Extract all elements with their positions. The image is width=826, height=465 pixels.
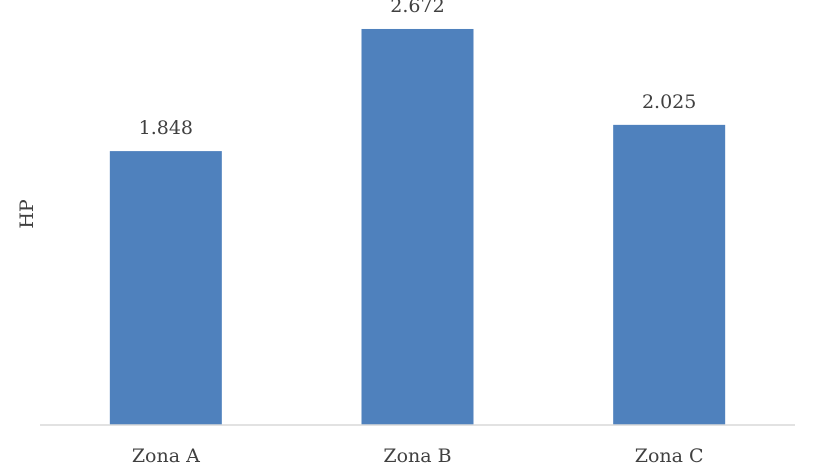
bar-zona-a — [109, 151, 222, 425]
x-tick-label-zona-b: Zona B — [383, 445, 451, 465]
data-labels-group: 1.848 2.672 2.025 — [139, 0, 697, 139]
data-label-zona-c: 2.025 — [642, 91, 696, 113]
bar-zona-b — [361, 28, 474, 425]
x-tick-labels-group: Zona A Zona B Zona C — [132, 445, 704, 465]
data-label-zona-a: 1.848 — [139, 117, 193, 139]
y-axis-title: HP — [16, 199, 38, 229]
bars-group — [109, 28, 726, 426]
data-label-zona-b: 2.672 — [390, 0, 444, 17]
x-tick-label-zona-a: Zona A — [132, 445, 200, 465]
bar-zona-c — [613, 124, 726, 426]
x-tick-label-zona-c: Zona C — [635, 445, 704, 465]
